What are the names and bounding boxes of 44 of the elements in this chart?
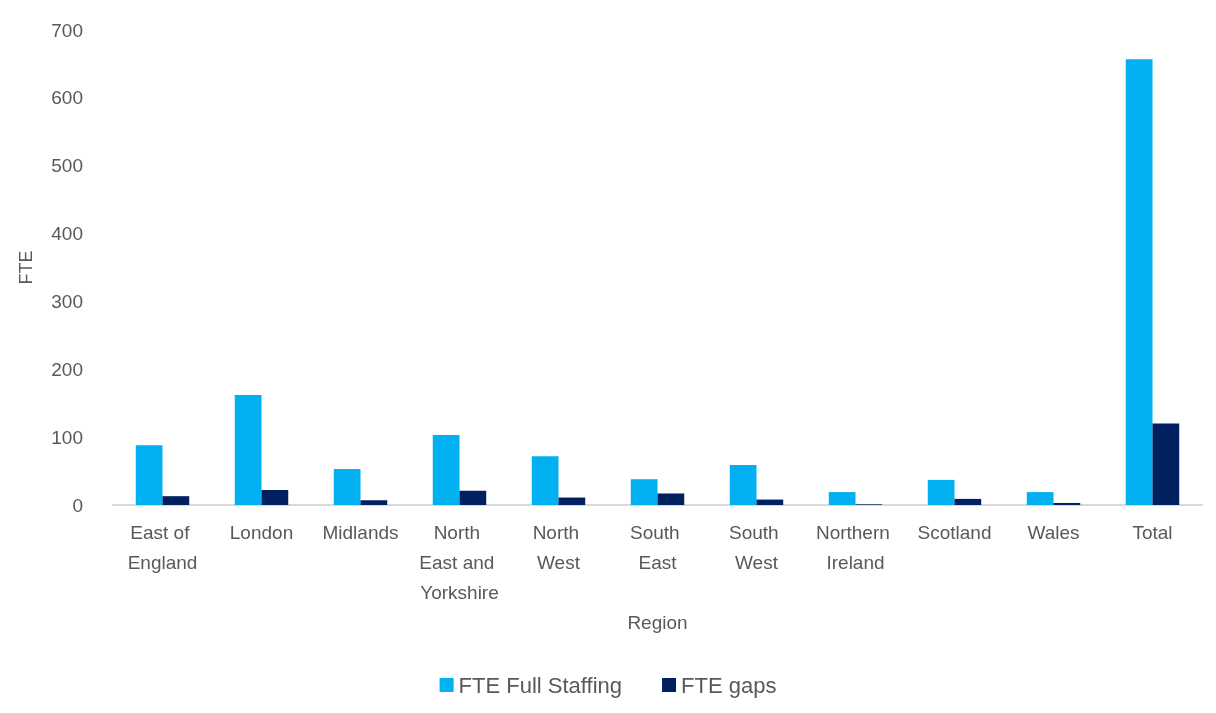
bar bbox=[954, 498, 982, 505]
y-tick-label: 700 bbox=[51, 19, 83, 41]
bar bbox=[333, 469, 361, 505]
x-tick-label: Northern Ireland bbox=[815, 521, 896, 573]
bar bbox=[234, 395, 262, 505]
y-tick-label: 300 bbox=[51, 290, 83, 312]
x-tick-label: London bbox=[229, 521, 294, 543]
bar bbox=[360, 500, 388, 505]
bar bbox=[459, 490, 487, 505]
x-tick-label: South East bbox=[630, 521, 685, 573]
y-tick-label: 0 bbox=[72, 494, 83, 516]
bar bbox=[630, 479, 658, 505]
bar bbox=[531, 456, 559, 505]
y-tick-label: 500 bbox=[51, 155, 83, 177]
bar bbox=[135, 445, 163, 505]
bar bbox=[432, 435, 460, 505]
y-tick-label: 600 bbox=[51, 87, 83, 109]
x-tick-label: South West bbox=[729, 521, 784, 573]
bar bbox=[1026, 492, 1054, 505]
bar bbox=[729, 464, 757, 505]
x-axis-title: Region bbox=[627, 612, 688, 633]
bar bbox=[1125, 59, 1153, 505]
bar bbox=[261, 490, 289, 505]
x-tick-label: Total bbox=[1132, 521, 1173, 543]
x-tick-label: East of England bbox=[127, 521, 198, 573]
bar bbox=[162, 496, 190, 505]
bar bbox=[1053, 502, 1081, 505]
bar bbox=[828, 492, 856, 505]
x-tick-label: North West bbox=[532, 521, 585, 573]
bar bbox=[558, 497, 586, 505]
y-tick-label: 100 bbox=[51, 426, 83, 448]
bar bbox=[927, 479, 955, 505]
legend-label: FTE Full Staffing bbox=[458, 672, 623, 698]
legend-label: FTE gaps bbox=[681, 672, 777, 698]
bar bbox=[756, 499, 784, 505]
bar bbox=[657, 493, 685, 505]
y-axis-title: FTE bbox=[16, 250, 36, 285]
bar bbox=[1152, 423, 1180, 505]
x-tick-label: Wales bbox=[1027, 521, 1080, 543]
x-tick-label: Scotland bbox=[917, 521, 992, 543]
x-tick-label: North East and Yorkshire bbox=[419, 521, 500, 603]
y-tick-label: 200 bbox=[51, 358, 83, 380]
y-tick-label: 400 bbox=[51, 223, 83, 245]
x-tick-label: Midlands bbox=[322, 521, 399, 543]
